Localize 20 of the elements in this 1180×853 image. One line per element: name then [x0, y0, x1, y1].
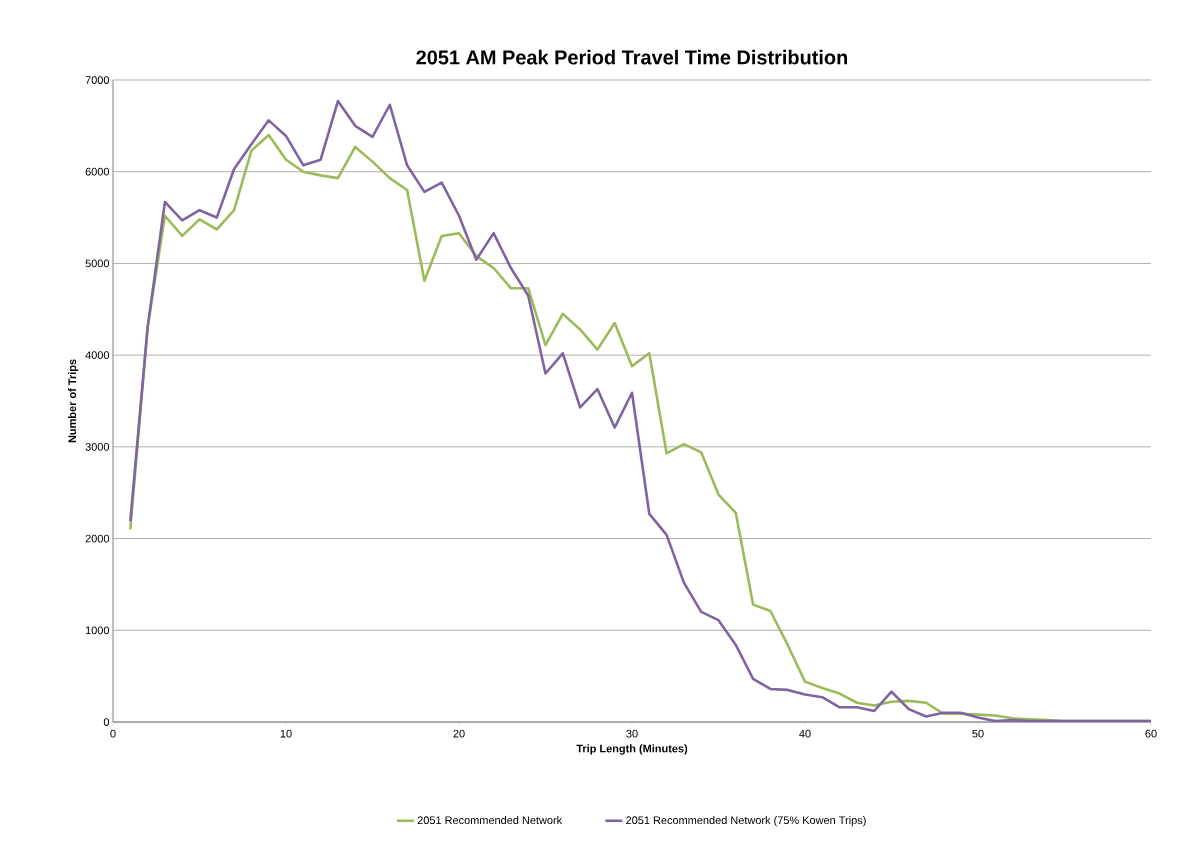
x-tick-label: 10: [280, 729, 292, 738]
y-tick-label: 1000: [85, 626, 110, 635]
y-axis-title: Number of Trips: [68, 359, 79, 443]
y-tick-label: 0: [103, 718, 110, 726]
y-tick-label: 2000: [85, 534, 110, 543]
y-tick-label: 7000: [85, 76, 110, 84]
y-tick-label: 5000: [85, 259, 110, 268]
legend-label: 2051 Recommended Network: [417, 816, 563, 825]
x-tick-label: 60: [1145, 729, 1157, 738]
x-tick-label: 30: [626, 729, 638, 738]
y-tick-label: 3000: [85, 442, 110, 451]
x-tick-label: 40: [799, 729, 811, 738]
legend-label: 2051 Recommended Network (75% Kowen Trips): [626, 816, 866, 827]
x-tick-label: 50: [972, 729, 984, 738]
chart-title: 2051 AM Peak Period Travel Time Distribution: [416, 49, 848, 65]
y-tick-label: 6000: [85, 167, 110, 176]
x-tick-label: 0: [110, 729, 116, 738]
y-tick-label: 4000: [85, 351, 110, 360]
x-axis-title: Trip Length (Minutes): [576, 744, 688, 755]
x-tick-label: 20: [453, 729, 465, 738]
